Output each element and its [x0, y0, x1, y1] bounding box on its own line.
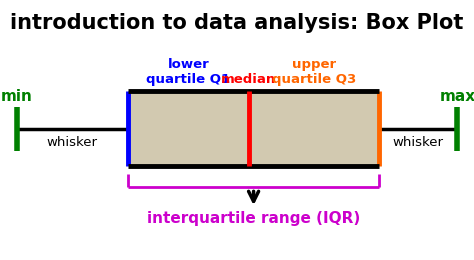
Text: median: median [221, 73, 276, 86]
Text: max: max [439, 89, 474, 104]
Text: upper
quartile Q3: upper quartile Q3 [272, 58, 356, 86]
Text: whisker: whisker [47, 136, 98, 149]
Text: lower
quartile Q1: lower quartile Q1 [146, 58, 230, 86]
Bar [128, 91, 379, 166]
Text: min: min [0, 89, 33, 104]
Text: whisker: whisker [393, 136, 444, 149]
Text: introduction to data analysis: Box Plot: introduction to data analysis: Box Plot [10, 13, 464, 33]
Text: interquartile range (IQR): interquartile range (IQR) [147, 211, 360, 226]
